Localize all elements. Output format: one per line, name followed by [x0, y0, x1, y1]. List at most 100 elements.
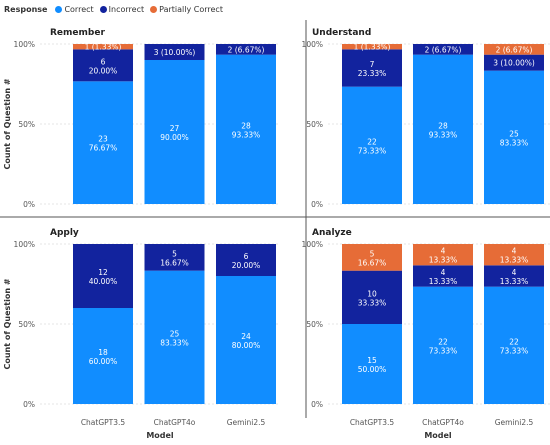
data-label-count: 4	[512, 247, 517, 256]
bar-segment-remember-correct	[73, 81, 133, 204]
data-label: 2 (6.67%)	[425, 45, 462, 54]
legend-item-incorrect[interactable]: Incorrect	[99, 4, 145, 14]
panel-title-remember: Remember	[50, 28, 105, 38]
bar-segment-apply-correct	[144, 270, 205, 404]
legend-label-incorrect: Incorrect	[108, 4, 145, 14]
data-label-count: 4	[512, 268, 517, 277]
data-label-count: 7	[370, 60, 375, 69]
y-tick-label: 50%	[18, 120, 35, 129]
bar-segment-analyze-incorrect	[342, 270, 402, 324]
y-axis-title: Count of Question #	[3, 278, 12, 369]
data-label-count: 24	[241, 332, 251, 341]
bar-segment-remember-correct	[216, 54, 276, 204]
data-label: 2 (6.67%)	[228, 45, 265, 54]
data-label-percent: 73.33%	[429, 346, 458, 355]
bar-segment-analyze-correct	[413, 286, 473, 404]
legend-swatch-incorrect	[99, 5, 107, 13]
legend-swatch-partially-correct	[150, 5, 158, 13]
bar-segment-remember-incorrect	[73, 49, 133, 82]
bar-segment-understand-partially-correct	[484, 44, 544, 55]
data-label: 3 (10.00%)	[493, 59, 535, 68]
panel-title-apply: Apply	[50, 228, 79, 238]
y-tick-label: 0%	[311, 200, 323, 209]
y-tick-label: 100%	[302, 240, 323, 249]
data-label-percent: 13.33%	[500, 256, 529, 265]
data-label-count: 4	[441, 247, 446, 256]
y-axis-title: Count of Question #	[3, 78, 12, 169]
legend-title: Response	[4, 4, 48, 14]
bar-segment-apply-incorrect	[144, 244, 205, 271]
y-tick-label: 100%	[302, 40, 323, 49]
data-label-percent: 23.33%	[358, 69, 387, 78]
data-label-percent: 13.33%	[429, 256, 458, 265]
bar-segment-understand-incorrect	[342, 49, 402, 87]
x-tick-label: ChatGPT4o	[154, 418, 196, 427]
data-label-count: 5	[370, 249, 375, 258]
legend: Response Correct Incorrect Partially Cor…	[0, 0, 223, 18]
x-tick-label: Gemini2.5	[495, 418, 534, 427]
y-tick-label: 100%	[14, 40, 35, 49]
bar-segment-analyze-correct	[484, 286, 544, 404]
data-label-count: 5	[172, 249, 177, 258]
data-label-percent: 83.33%	[500, 138, 529, 147]
data-label-count: 12	[98, 268, 108, 277]
data-label-count: 27	[170, 124, 180, 133]
data-label-percent: 20.00%	[232, 261, 261, 270]
bar-segment-apply-incorrect	[73, 244, 133, 308]
legend-label-correct: Correct	[64, 4, 94, 14]
x-tick-label: Gemini2.5	[227, 418, 266, 427]
data-label-percent: 93.33%	[232, 130, 261, 139]
bar-segment-understand-correct	[342, 86, 402, 204]
legend-item-correct[interactable]: Correct	[55, 4, 94, 14]
data-label-percent: 76.67%	[89, 144, 118, 153]
data-label-percent: 20.00%	[89, 66, 118, 75]
data-label-percent: 80.00%	[232, 341, 261, 350]
data-label-percent: 83.33%	[160, 338, 189, 347]
data-label-percent: 50.00%	[358, 365, 387, 374]
data-label: 2 (6.67%)	[496, 45, 533, 54]
bar-segment-analyze-partially-correct	[342, 244, 402, 271]
y-tick-label: 50%	[306, 120, 323, 129]
y-tick-label: 0%	[23, 200, 35, 209]
data-label-count: 10	[367, 289, 377, 298]
legend-swatch-correct	[55, 5, 63, 13]
bar-segment-analyze-correct	[342, 324, 402, 404]
y-tick-label: 100%	[14, 240, 35, 249]
data-label-count: 4	[441, 268, 446, 277]
data-label-percent: 73.33%	[358, 146, 387, 155]
data-label-count: 22	[509, 337, 519, 346]
bar-segment-analyze-partially-correct	[413, 244, 473, 266]
bar-segment-apply-correct	[216, 276, 276, 404]
data-label-percent: 13.33%	[429, 277, 458, 286]
y-tick-label: 50%	[306, 320, 323, 329]
data-label-count: 15	[367, 356, 377, 365]
legend-item-partially-correct[interactable]: Partially Correct	[150, 5, 223, 14]
y-tick-label: 0%	[311, 400, 323, 409]
data-label-percent: 93.33%	[429, 130, 458, 139]
bar-segment-remember-incorrect	[144, 44, 205, 60]
bar-segment-remember-partially-correct	[73, 44, 133, 50]
bar-segment-understand-incorrect	[484, 54, 544, 71]
data-label: 3 (10.00%)	[154, 48, 196, 57]
data-label-count: 22	[367, 137, 377, 146]
panel-title-understand: Understand	[312, 28, 371, 38]
data-label-percent: 13.33%	[500, 277, 529, 286]
data-label-percent: 16.67%	[160, 258, 189, 267]
bar-segment-analyze-incorrect	[413, 265, 473, 287]
data-label: 1 (1.33%)	[354, 43, 391, 52]
bar-segment-apply-correct	[73, 308, 133, 404]
x-tick-label: ChatGPT4o	[422, 418, 464, 427]
data-label-percent: 16.67%	[358, 258, 387, 267]
data-label-count: 28	[438, 121, 448, 130]
data-label-count: 25	[509, 129, 519, 138]
data-label-count: 23	[98, 135, 108, 144]
bar-segment-understand-correct	[484, 70, 544, 205]
bar-segment-understand-correct	[413, 54, 473, 204]
y-tick-label: 0%	[23, 400, 35, 409]
x-axis-title: Model	[424, 431, 452, 440]
x-tick-label: ChatGPT3.5	[81, 418, 126, 427]
x-tick-label: ChatGPT3.5	[350, 418, 395, 427]
panel-title-analyze: Analyze	[312, 228, 352, 238]
bar-segment-analyze-partially-correct	[484, 244, 544, 266]
